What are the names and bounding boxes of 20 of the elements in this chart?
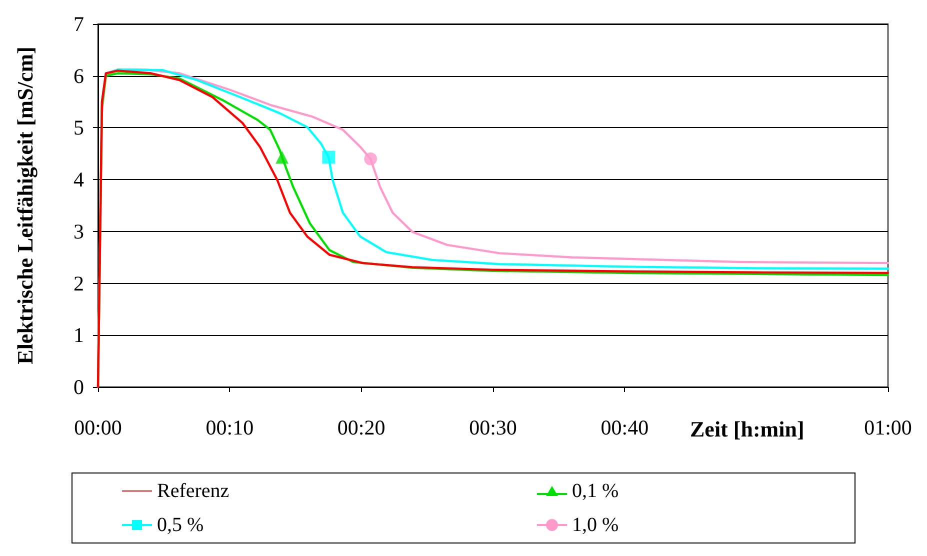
x-tick-label: 01:00 (864, 416, 912, 440)
x-tick-label: 00:30 (469, 416, 517, 440)
y-tick-label: 3 (74, 219, 84, 244)
x-tick-label: 00:00 (74, 416, 122, 440)
y-tick-label: 4 (74, 168, 84, 192)
y-tick-label: 5 (74, 116, 84, 140)
y-tick-label: 2 (74, 271, 84, 296)
x-axis-title: Zeit [h:min] (690, 416, 804, 442)
y-axis-title: Elektrische Leitfähigkeit [mS/cm] (12, 46, 38, 364)
y-tick-label: 0 (74, 375, 84, 399)
x-tick-label: 00:20 (337, 416, 386, 440)
y-tick-label: 1 (74, 323, 84, 348)
legend-label: Referenz (157, 480, 230, 502)
legend-label: 1,0 % (572, 514, 619, 536)
y-tick-label: 7 (74, 12, 84, 36)
x-tick-label: 00:40 (600, 416, 649, 440)
legend-label: 0,1 % (572, 480, 619, 502)
y-tick-label: 6 (74, 64, 84, 88)
legend-label: 0,5 % (157, 514, 204, 536)
x-tick-label: 00:10 (206, 416, 254, 440)
